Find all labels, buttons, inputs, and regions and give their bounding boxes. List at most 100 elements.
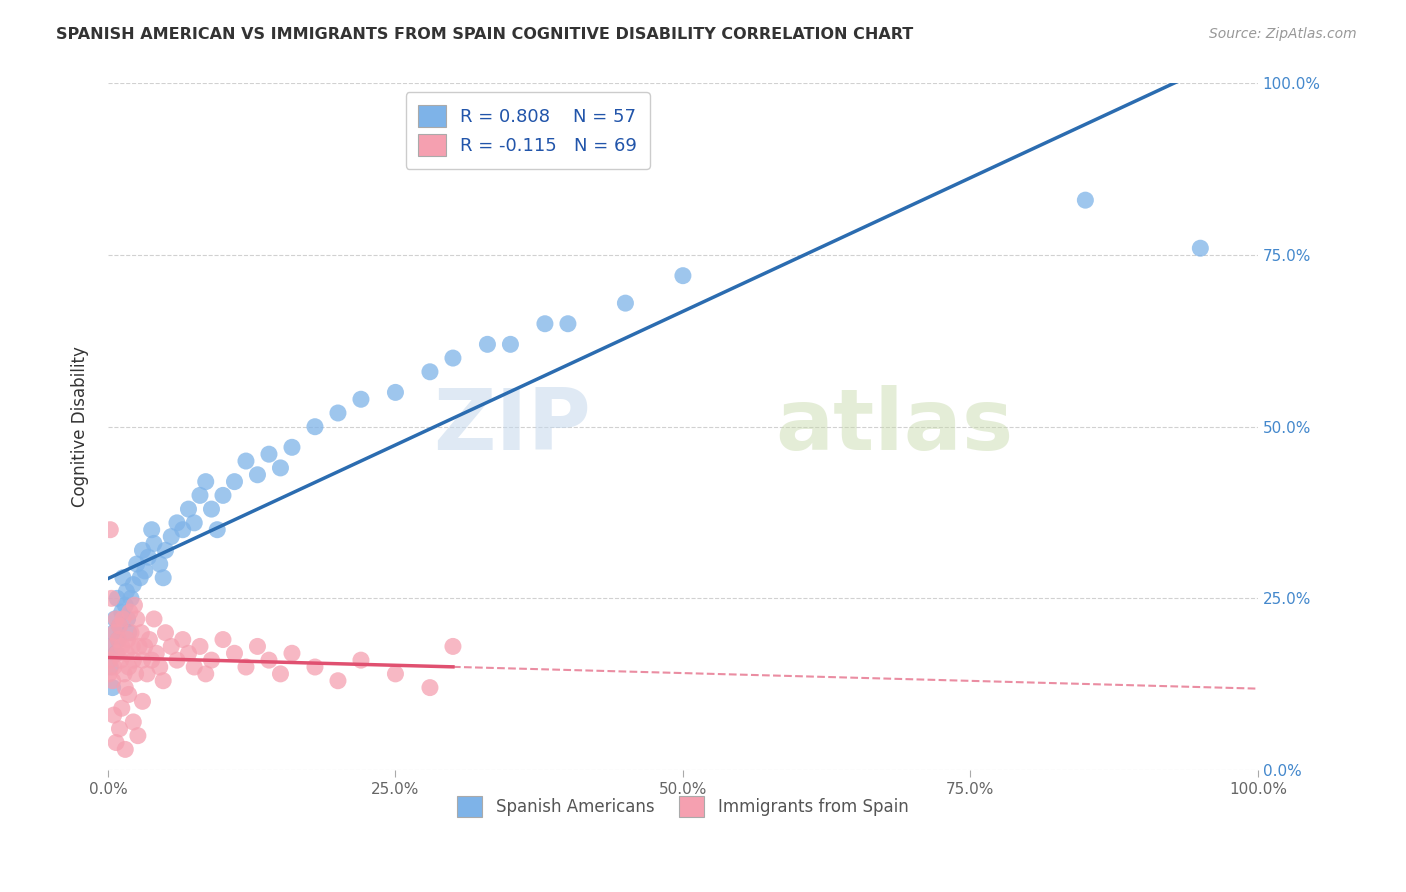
Point bbox=[246, 467, 269, 482]
Point bbox=[108, 619, 131, 633]
Point bbox=[125, 612, 148, 626]
Point bbox=[149, 557, 172, 571]
Point bbox=[235, 660, 257, 674]
Point bbox=[103, 625, 125, 640]
Point bbox=[111, 612, 134, 626]
Point bbox=[499, 337, 522, 351]
Point bbox=[257, 653, 280, 667]
Point bbox=[477, 337, 499, 351]
Point bbox=[257, 447, 280, 461]
Point bbox=[177, 646, 200, 660]
Point bbox=[441, 351, 464, 365]
Point bbox=[111, 640, 134, 654]
Point bbox=[534, 317, 557, 331]
Point bbox=[152, 673, 174, 688]
Point bbox=[136, 550, 159, 565]
Point bbox=[122, 577, 145, 591]
Legend: Spanish Americans, Immigrants from Spain: Spanish Americans, Immigrants from Spain bbox=[451, 789, 915, 823]
Point bbox=[155, 543, 177, 558]
Point bbox=[172, 523, 194, 537]
Point bbox=[131, 694, 153, 708]
Point bbox=[111, 701, 134, 715]
Point bbox=[100, 591, 122, 606]
Point bbox=[419, 681, 441, 695]
Point bbox=[1189, 241, 1212, 255]
Point bbox=[149, 660, 172, 674]
Point bbox=[672, 268, 695, 283]
Point bbox=[131, 653, 153, 667]
Point bbox=[350, 392, 373, 407]
Point bbox=[103, 708, 125, 723]
Point bbox=[172, 632, 194, 647]
Point bbox=[183, 516, 205, 530]
Point bbox=[304, 419, 326, 434]
Point bbox=[419, 365, 441, 379]
Point bbox=[441, 640, 464, 654]
Point bbox=[145, 646, 167, 660]
Point bbox=[98, 660, 121, 674]
Point bbox=[200, 502, 222, 516]
Point bbox=[326, 673, 349, 688]
Point bbox=[166, 516, 188, 530]
Text: SPANISH AMERICAN VS IMMIGRANTS FROM SPAIN COGNITIVE DISABILITY CORRELATION CHART: SPANISH AMERICAN VS IMMIGRANTS FROM SPAI… bbox=[56, 27, 914, 42]
Point bbox=[121, 640, 143, 654]
Point bbox=[281, 440, 304, 454]
Point bbox=[212, 488, 235, 502]
Point bbox=[141, 653, 163, 667]
Point bbox=[384, 666, 406, 681]
Point bbox=[269, 666, 291, 681]
Point bbox=[224, 475, 246, 489]
Point bbox=[384, 385, 406, 400]
Point bbox=[160, 640, 183, 654]
Point bbox=[101, 673, 124, 688]
Point bbox=[136, 666, 159, 681]
Point bbox=[246, 640, 269, 654]
Point bbox=[105, 735, 128, 749]
Point bbox=[131, 625, 153, 640]
Point bbox=[118, 688, 141, 702]
Point bbox=[98, 523, 121, 537]
Point bbox=[269, 461, 291, 475]
Point bbox=[131, 543, 153, 558]
Point bbox=[326, 406, 349, 420]
Point bbox=[224, 646, 246, 660]
Point bbox=[111, 571, 134, 585]
Point bbox=[101, 681, 124, 695]
Point bbox=[143, 612, 166, 626]
Point bbox=[194, 666, 217, 681]
Point bbox=[141, 523, 163, 537]
Point bbox=[281, 646, 304, 660]
Point bbox=[114, 681, 136, 695]
Point bbox=[111, 605, 134, 619]
Y-axis label: Cognitive Disability: Cognitive Disability bbox=[72, 346, 89, 508]
Point bbox=[105, 646, 128, 660]
Point bbox=[205, 523, 228, 537]
Point bbox=[188, 488, 211, 502]
Point bbox=[107, 632, 129, 647]
Point bbox=[100, 640, 122, 654]
Point bbox=[104, 612, 127, 626]
Point bbox=[117, 612, 139, 626]
Point bbox=[304, 660, 326, 674]
Text: ZIP: ZIP bbox=[433, 385, 591, 468]
Point bbox=[183, 660, 205, 674]
Point bbox=[124, 599, 146, 613]
Text: atlas: atlas bbox=[775, 385, 1014, 468]
Point bbox=[105, 646, 128, 660]
Point bbox=[110, 653, 132, 667]
Point bbox=[117, 632, 139, 647]
Point bbox=[108, 722, 131, 736]
Point bbox=[98, 666, 121, 681]
Point bbox=[124, 666, 146, 681]
Point bbox=[134, 640, 156, 654]
Point bbox=[166, 653, 188, 667]
Point bbox=[160, 530, 183, 544]
Point bbox=[557, 317, 579, 331]
Point bbox=[155, 625, 177, 640]
Point bbox=[107, 632, 129, 647]
Point bbox=[120, 625, 142, 640]
Text: Source: ZipAtlas.com: Source: ZipAtlas.com bbox=[1209, 27, 1357, 41]
Point bbox=[100, 640, 122, 654]
Point bbox=[114, 599, 136, 613]
Point bbox=[118, 660, 141, 674]
